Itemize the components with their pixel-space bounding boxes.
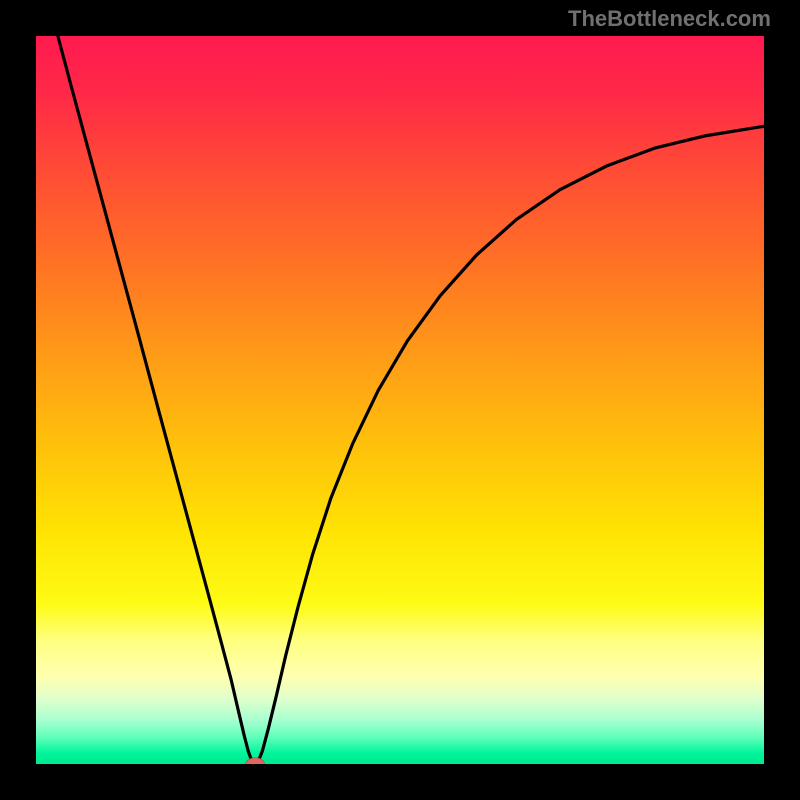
plot-svg — [36, 36, 764, 764]
watermark-text: TheBottleneck.com — [568, 6, 771, 32]
chart-container: TheBottleneck.com — [0, 0, 800, 800]
plot-area — [36, 36, 764, 764]
gradient-background — [36, 36, 764, 764]
